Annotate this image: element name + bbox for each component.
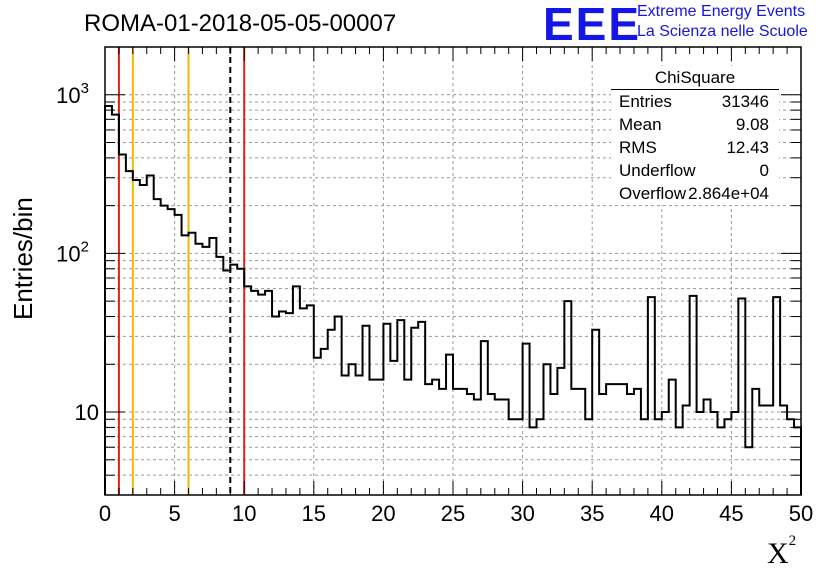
y-tick-label: 103 bbox=[56, 80, 89, 108]
x-tick-label: 45 bbox=[719, 501, 743, 526]
histogram-series bbox=[104, 104, 802, 495]
x-tick-label: 25 bbox=[441, 501, 465, 526]
stats-label: RMS bbox=[619, 138, 657, 157]
x-axis-label-base: X bbox=[767, 537, 789, 570]
logo-line1: Extreme Energy Events bbox=[637, 3, 806, 20]
x-tick-label: 10 bbox=[232, 501, 256, 526]
y-tick-label: 10 bbox=[75, 400, 99, 425]
x-tick-label: 50 bbox=[789, 501, 813, 526]
eee-logo: EEE bbox=[543, 0, 642, 50]
stats-value: 0 bbox=[759, 161, 769, 180]
x-tick-label: 35 bbox=[580, 501, 604, 526]
logo-caption: Extreme Energy Events La Scienza nelle S… bbox=[637, 2, 808, 42]
stats-label: Underflow bbox=[619, 161, 696, 180]
stats-label: Entries bbox=[619, 92, 672, 111]
x-tick-label: 5 bbox=[168, 501, 180, 526]
stats-row-mean: Mean 9.08 bbox=[611, 113, 779, 136]
stats-title: ChiSquare bbox=[611, 66, 779, 90]
chart-title: ROMA-01-2018-05-05-00007 bbox=[84, 10, 397, 37]
stats-box: ChiSquare Entries 31346 Mean 9.08 RMS 12.43… bbox=[611, 66, 779, 205]
stats-value: 2.864e+04 bbox=[688, 184, 769, 203]
y-tick-label: 102 bbox=[56, 238, 89, 266]
stats-value: 12.43 bbox=[726, 138, 769, 157]
stats-label: Mean bbox=[619, 115, 662, 134]
stats-row-entries: Entries 31346 bbox=[611, 90, 779, 113]
logo-line2: La Scienza nelle Scuole bbox=[637, 23, 808, 40]
x-tick-label: 40 bbox=[650, 501, 674, 526]
x-tick-label: 0 bbox=[99, 501, 111, 526]
x-axis-label-exp: 2 bbox=[788, 533, 797, 549]
x-tick-label: 20 bbox=[371, 501, 395, 526]
stats-row-underflow: Underflow 0 bbox=[611, 159, 779, 182]
x-tick-label: 30 bbox=[510, 501, 534, 526]
stats-label: Overflow bbox=[619, 184, 687, 203]
x-tick-label: 15 bbox=[302, 501, 326, 526]
stats-row-rms: RMS 12.43 bbox=[611, 136, 779, 159]
stats-value: 31346 bbox=[721, 92, 769, 111]
x-axis-label: X2 bbox=[767, 533, 796, 571]
stats-value: 9.08 bbox=[735, 115, 769, 134]
stats-row-overflow: Overflow 2.864e+04 bbox=[611, 182, 779, 205]
